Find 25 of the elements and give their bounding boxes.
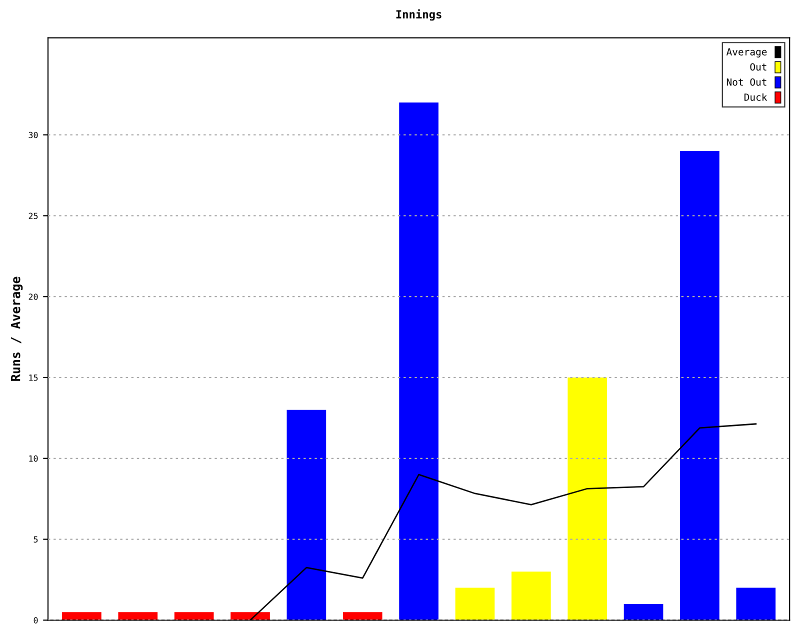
bar <box>286 410 326 620</box>
y-tick-label: 0 <box>34 617 38 624</box>
bar <box>568 377 608 620</box>
chart-title: Innings <box>396 9 442 21</box>
bar <box>118 612 158 620</box>
bar <box>342 612 382 620</box>
legend-label: Duck <box>744 93 768 101</box>
bar <box>736 588 776 620</box>
y-axis-title: Runs / Average <box>10 276 23 381</box>
legend-label: Not Out <box>726 78 766 86</box>
legend-label: Average <box>726 48 767 58</box>
y-tick-label: 15 <box>29 374 38 381</box>
bar <box>62 612 102 620</box>
y-tick-label: 25 <box>28 212 38 220</box>
y-tick-label: 30 <box>28 132 38 138</box>
bar <box>455 588 495 620</box>
y-tick-label: 5 <box>34 536 38 543</box>
y-tick-label: 20 <box>28 294 38 300</box>
y-tick-label: 10 <box>29 455 38 462</box>
bar <box>680 151 720 620</box>
bar <box>512 572 551 620</box>
bar <box>399 102 438 620</box>
bar <box>624 604 664 620</box>
bar <box>174 612 214 620</box>
legend-label: Out <box>750 63 766 71</box>
